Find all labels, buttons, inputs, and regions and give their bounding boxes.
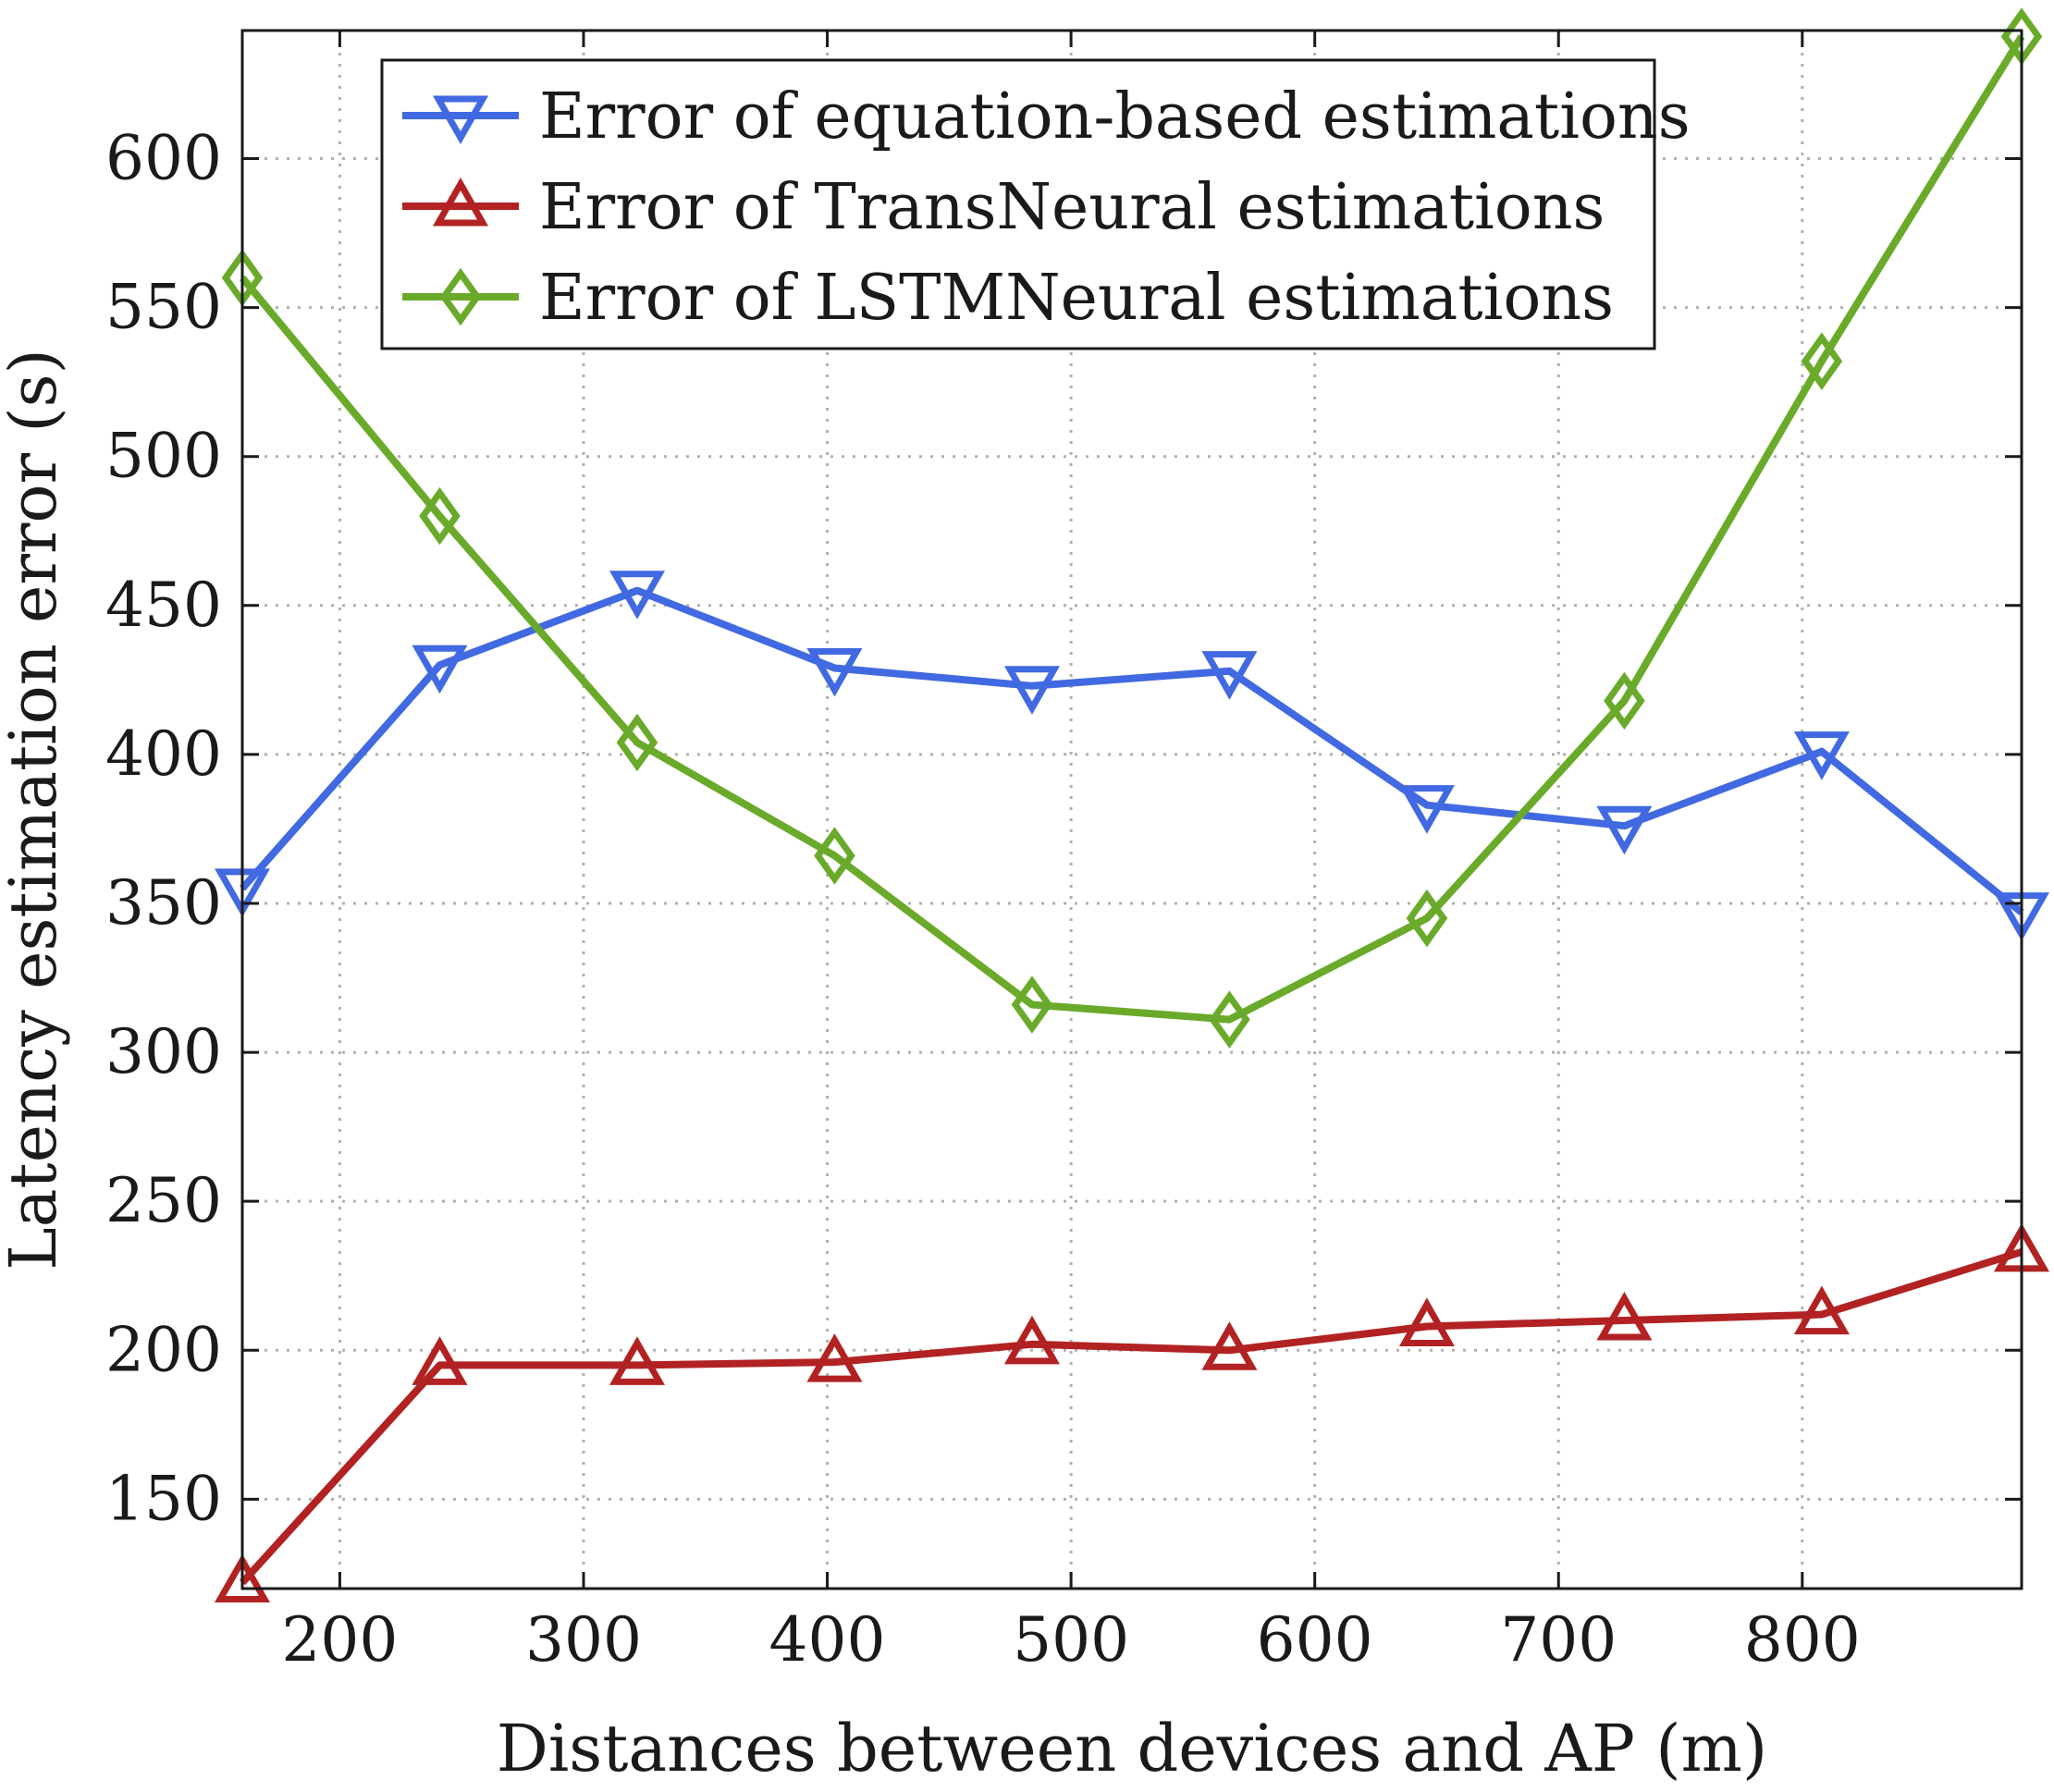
x-tick-label: 800: [1744, 1604, 1861, 1675]
x-tick-label: 300: [525, 1604, 642, 1675]
data-point: [1406, 889, 1448, 948]
series-3: [221, 7, 2043, 1049]
data-point: [1398, 785, 1455, 834]
data-point: [1793, 731, 1850, 780]
y-tick-label: 150: [105, 1463, 222, 1534]
data-point: [1793, 1285, 1850, 1335]
x-tick-label: 700: [1500, 1604, 1617, 1675]
data-point: [806, 1333, 863, 1382]
data-point: [616, 713, 658, 772]
data-point: [412, 644, 468, 694]
y-tick-label: 200: [105, 1314, 222, 1385]
legend-item: Error of TransNeural estimations: [402, 171, 1605, 244]
legend-marker: [439, 267, 482, 326]
series-line: [239, 34, 2025, 1024]
data-point: [419, 486, 461, 546]
x-tick-label: 400: [769, 1604, 886, 1675]
axis-ticks: 200 300 400 500 600 700 800 150 200 250 300 350 400 4…: [105, 31, 2022, 1675]
y-tick-label: 350: [105, 867, 222, 939]
y-tick-label: 250: [105, 1165, 222, 1236]
data-point: [1596, 1291, 1653, 1341]
y-tick-label: 500: [105, 421, 222, 492]
x-tick-label: 200: [281, 1604, 398, 1675]
legend-label: Error of equation-based estimations: [539, 80, 1691, 153]
x-tick-label: 600: [1257, 1604, 1373, 1675]
data-point: [1596, 805, 1653, 855]
legend-item: Error of equation-based estimations: [402, 80, 1691, 153]
legend-marker: [432, 177, 489, 227]
data-point: [1201, 651, 1258, 700]
plot-frame: [240, 29, 2023, 1590]
data-point: [1209, 990, 1250, 1049]
legend-label: Error of LSTMNeural estimations: [539, 262, 1614, 335]
data-point: [1398, 1297, 1455, 1346]
data-point: [1003, 666, 1060, 715]
legend-marker: [432, 95, 489, 145]
data-point: [609, 1336, 666, 1385]
y-tick-label: 450: [105, 570, 222, 641]
data-point: [214, 1553, 271, 1603]
legend-item: Error of LSTMNeural estimations: [402, 262, 1614, 335]
data-point: [1801, 332, 1843, 390]
series-2: [214, 1222, 2050, 1603]
y-tick-label: 600: [105, 123, 222, 194]
data-point: [1011, 976, 1053, 1034]
data-point: [1201, 1321, 1258, 1370]
data-point: [1003, 1315, 1060, 1365]
y-tick-label: 550: [105, 272, 222, 343]
data-point: [412, 1336, 468, 1385]
x-axis-label: Distances between devices and AP (m): [497, 1711, 1767, 1786]
legend-box: [380, 58, 1656, 350]
series-line: [240, 586, 2024, 915]
y-axis-label: Latency estimation error (s): [0, 349, 71, 1270]
data-point: [1604, 671, 1645, 730]
legend: Error of equation-based estimations Error…: [380, 58, 1691, 350]
data-point: [806, 647, 863, 697]
data-point: [814, 827, 855, 885]
series-line: [240, 1248, 2023, 1586]
y-tick-label: 300: [105, 1016, 222, 1087]
x-tick-label: 500: [1013, 1604, 1129, 1675]
y-tick-label: 400: [105, 718, 222, 790]
legend-label: Error of TransNeural estimations: [539, 171, 1605, 244]
series-layer: [214, 7, 2050, 1603]
data-point: [609, 571, 666, 620]
